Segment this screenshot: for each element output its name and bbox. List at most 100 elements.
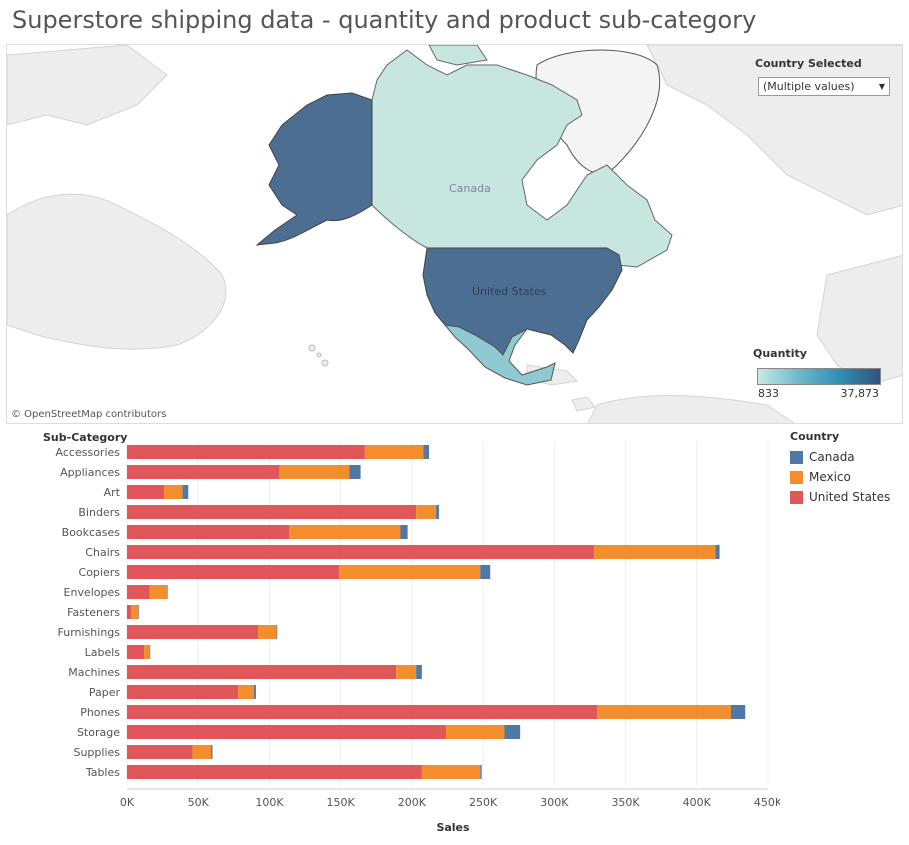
bar-united-states[interactable] xyxy=(127,445,365,459)
bar-mexico[interactable] xyxy=(421,765,481,779)
country-legend: Country Canada Mexico United States xyxy=(790,430,890,507)
country-map[interactable]: Canada United States © OpenStreetMap con… xyxy=(6,44,903,424)
bar-mexico[interactable] xyxy=(279,465,350,479)
bar-mexico[interactable] xyxy=(339,565,481,579)
category-label: Binders xyxy=(78,506,120,519)
bar-united-states[interactable] xyxy=(127,745,193,759)
quantity-legend-title: Quantity xyxy=(753,347,807,360)
legend-swatch-mexico xyxy=(790,470,803,484)
bar-canada[interactable] xyxy=(423,445,429,459)
bar-canada[interactable] xyxy=(480,565,491,579)
legend-swatch-united-states xyxy=(790,490,803,504)
legend-item-mexico[interactable]: Mexico xyxy=(790,467,890,487)
category-label: Fasteners xyxy=(67,606,120,619)
bar-united-states[interactable] xyxy=(127,565,340,579)
bar-canada[interactable] xyxy=(349,465,361,479)
bar-canada[interactable] xyxy=(416,665,422,679)
alaska-shape[interactable] xyxy=(255,92,373,246)
x-axis-title: Sales xyxy=(436,821,470,834)
bar-canada[interactable] xyxy=(276,625,278,639)
category-label: Phones xyxy=(80,706,120,719)
bar-canada[interactable] xyxy=(211,745,213,759)
bar-canada[interactable] xyxy=(253,685,256,699)
bar-united-states[interactable] xyxy=(127,585,150,599)
bar-united-states[interactable] xyxy=(127,605,132,619)
bar-mexico[interactable] xyxy=(192,745,212,759)
bar-canada[interactable] xyxy=(182,485,189,499)
x-tick-label: 350K xyxy=(611,796,640,809)
bar-mexico[interactable] xyxy=(597,705,731,719)
bar-mexico[interactable] xyxy=(289,525,401,539)
bar-canada[interactable] xyxy=(149,645,151,659)
x-tick-label: 300K xyxy=(540,796,569,809)
bar-united-states[interactable] xyxy=(127,505,417,519)
bar-canada[interactable] xyxy=(480,765,482,779)
bar-canada[interactable] xyxy=(436,505,439,519)
map-label-canada: Canada xyxy=(449,182,491,195)
bar-mexico[interactable] xyxy=(364,445,424,459)
usa-shape[interactable] xyxy=(422,247,623,356)
bar-united-states[interactable] xyxy=(127,545,595,559)
x-tick-label: 250K xyxy=(469,796,498,809)
map-label-usa: United States xyxy=(472,285,547,298)
category-label: Paper xyxy=(89,686,121,699)
country-filter-title: Country Selected xyxy=(755,57,862,70)
canada-shape[interactable] xyxy=(371,45,673,268)
bar-united-states[interactable] xyxy=(127,725,447,739)
bar-united-states[interactable] xyxy=(127,645,145,659)
bar-united-states[interactable] xyxy=(127,465,280,479)
category-label: Furnishings xyxy=(58,626,121,639)
y-axis-title: Sub-Category xyxy=(43,431,127,444)
bar-mexico[interactable] xyxy=(594,545,716,559)
legend-label-united-states: United States xyxy=(809,490,891,504)
category-label: Tables xyxy=(85,766,120,779)
bar-canada[interactable] xyxy=(166,585,168,599)
x-tick-label: 150K xyxy=(327,796,356,809)
category-label: Machines xyxy=(68,666,120,679)
bar-united-states[interactable] xyxy=(127,685,239,699)
hawaii-islands xyxy=(308,344,329,367)
bar-united-states[interactable] xyxy=(127,485,165,499)
dashboard-title: Superstore shipping data - quantity and … xyxy=(12,6,757,34)
map-attribution[interactable]: © OpenStreetMap contributors xyxy=(11,409,167,420)
bar-united-states[interactable] xyxy=(127,625,259,639)
x-tick-label: 0K xyxy=(120,796,135,809)
x-tick-label: 200K xyxy=(398,796,427,809)
mexico-shape[interactable] xyxy=(443,324,556,386)
x-tick-label: 450K xyxy=(754,796,780,809)
sales-bar-chart: Sub-Category Accessories Appliances Art Bind… xyxy=(43,431,780,834)
country-filter-dropdown[interactable]: (Multiple values) ▼ xyxy=(758,77,890,96)
bar-canada[interactable] xyxy=(730,705,746,719)
map-canvas xyxy=(7,45,902,423)
legend-label-mexico: Mexico xyxy=(809,470,851,484)
bar-mexico[interactable] xyxy=(416,505,437,519)
bar-united-states[interactable] xyxy=(127,705,598,719)
bar-mexico[interactable] xyxy=(258,625,277,639)
legend-item-united-states[interactable]: United States xyxy=(790,487,890,507)
bar-mexico[interactable] xyxy=(446,725,505,739)
category-label: Envelopes xyxy=(64,586,121,599)
category-label: Appliances xyxy=(60,466,120,479)
legend-item-canada[interactable]: Canada xyxy=(790,447,890,467)
dropdown-arrow-icon: ▼ xyxy=(878,82,885,91)
quantity-legend-min: 833 xyxy=(758,387,779,400)
bar-united-states[interactable] xyxy=(127,525,290,539)
bar-mexico[interactable] xyxy=(164,485,183,499)
bar-canada[interactable] xyxy=(504,725,521,739)
bar-mexico[interactable] xyxy=(238,685,254,699)
x-tick-label: 100K xyxy=(255,796,284,809)
bar-canada[interactable] xyxy=(138,605,139,619)
bar-united-states[interactable] xyxy=(127,665,397,679)
bar-canada[interactable] xyxy=(400,525,408,539)
category-label: Storage xyxy=(77,726,120,739)
bar-canada[interactable] xyxy=(715,545,720,559)
bar-mexico[interactable] xyxy=(396,665,417,679)
legend-label-canada: Canada xyxy=(809,450,855,464)
category-label: Accessories xyxy=(56,446,121,459)
bar-mexico[interactable] xyxy=(144,645,150,659)
x-tick-label: 400K xyxy=(683,796,712,809)
bar-mexico[interactable] xyxy=(149,585,167,599)
category-label: Art xyxy=(104,486,121,499)
bar-united-states[interactable] xyxy=(127,765,422,779)
bar-mexico[interactable] xyxy=(131,605,139,619)
